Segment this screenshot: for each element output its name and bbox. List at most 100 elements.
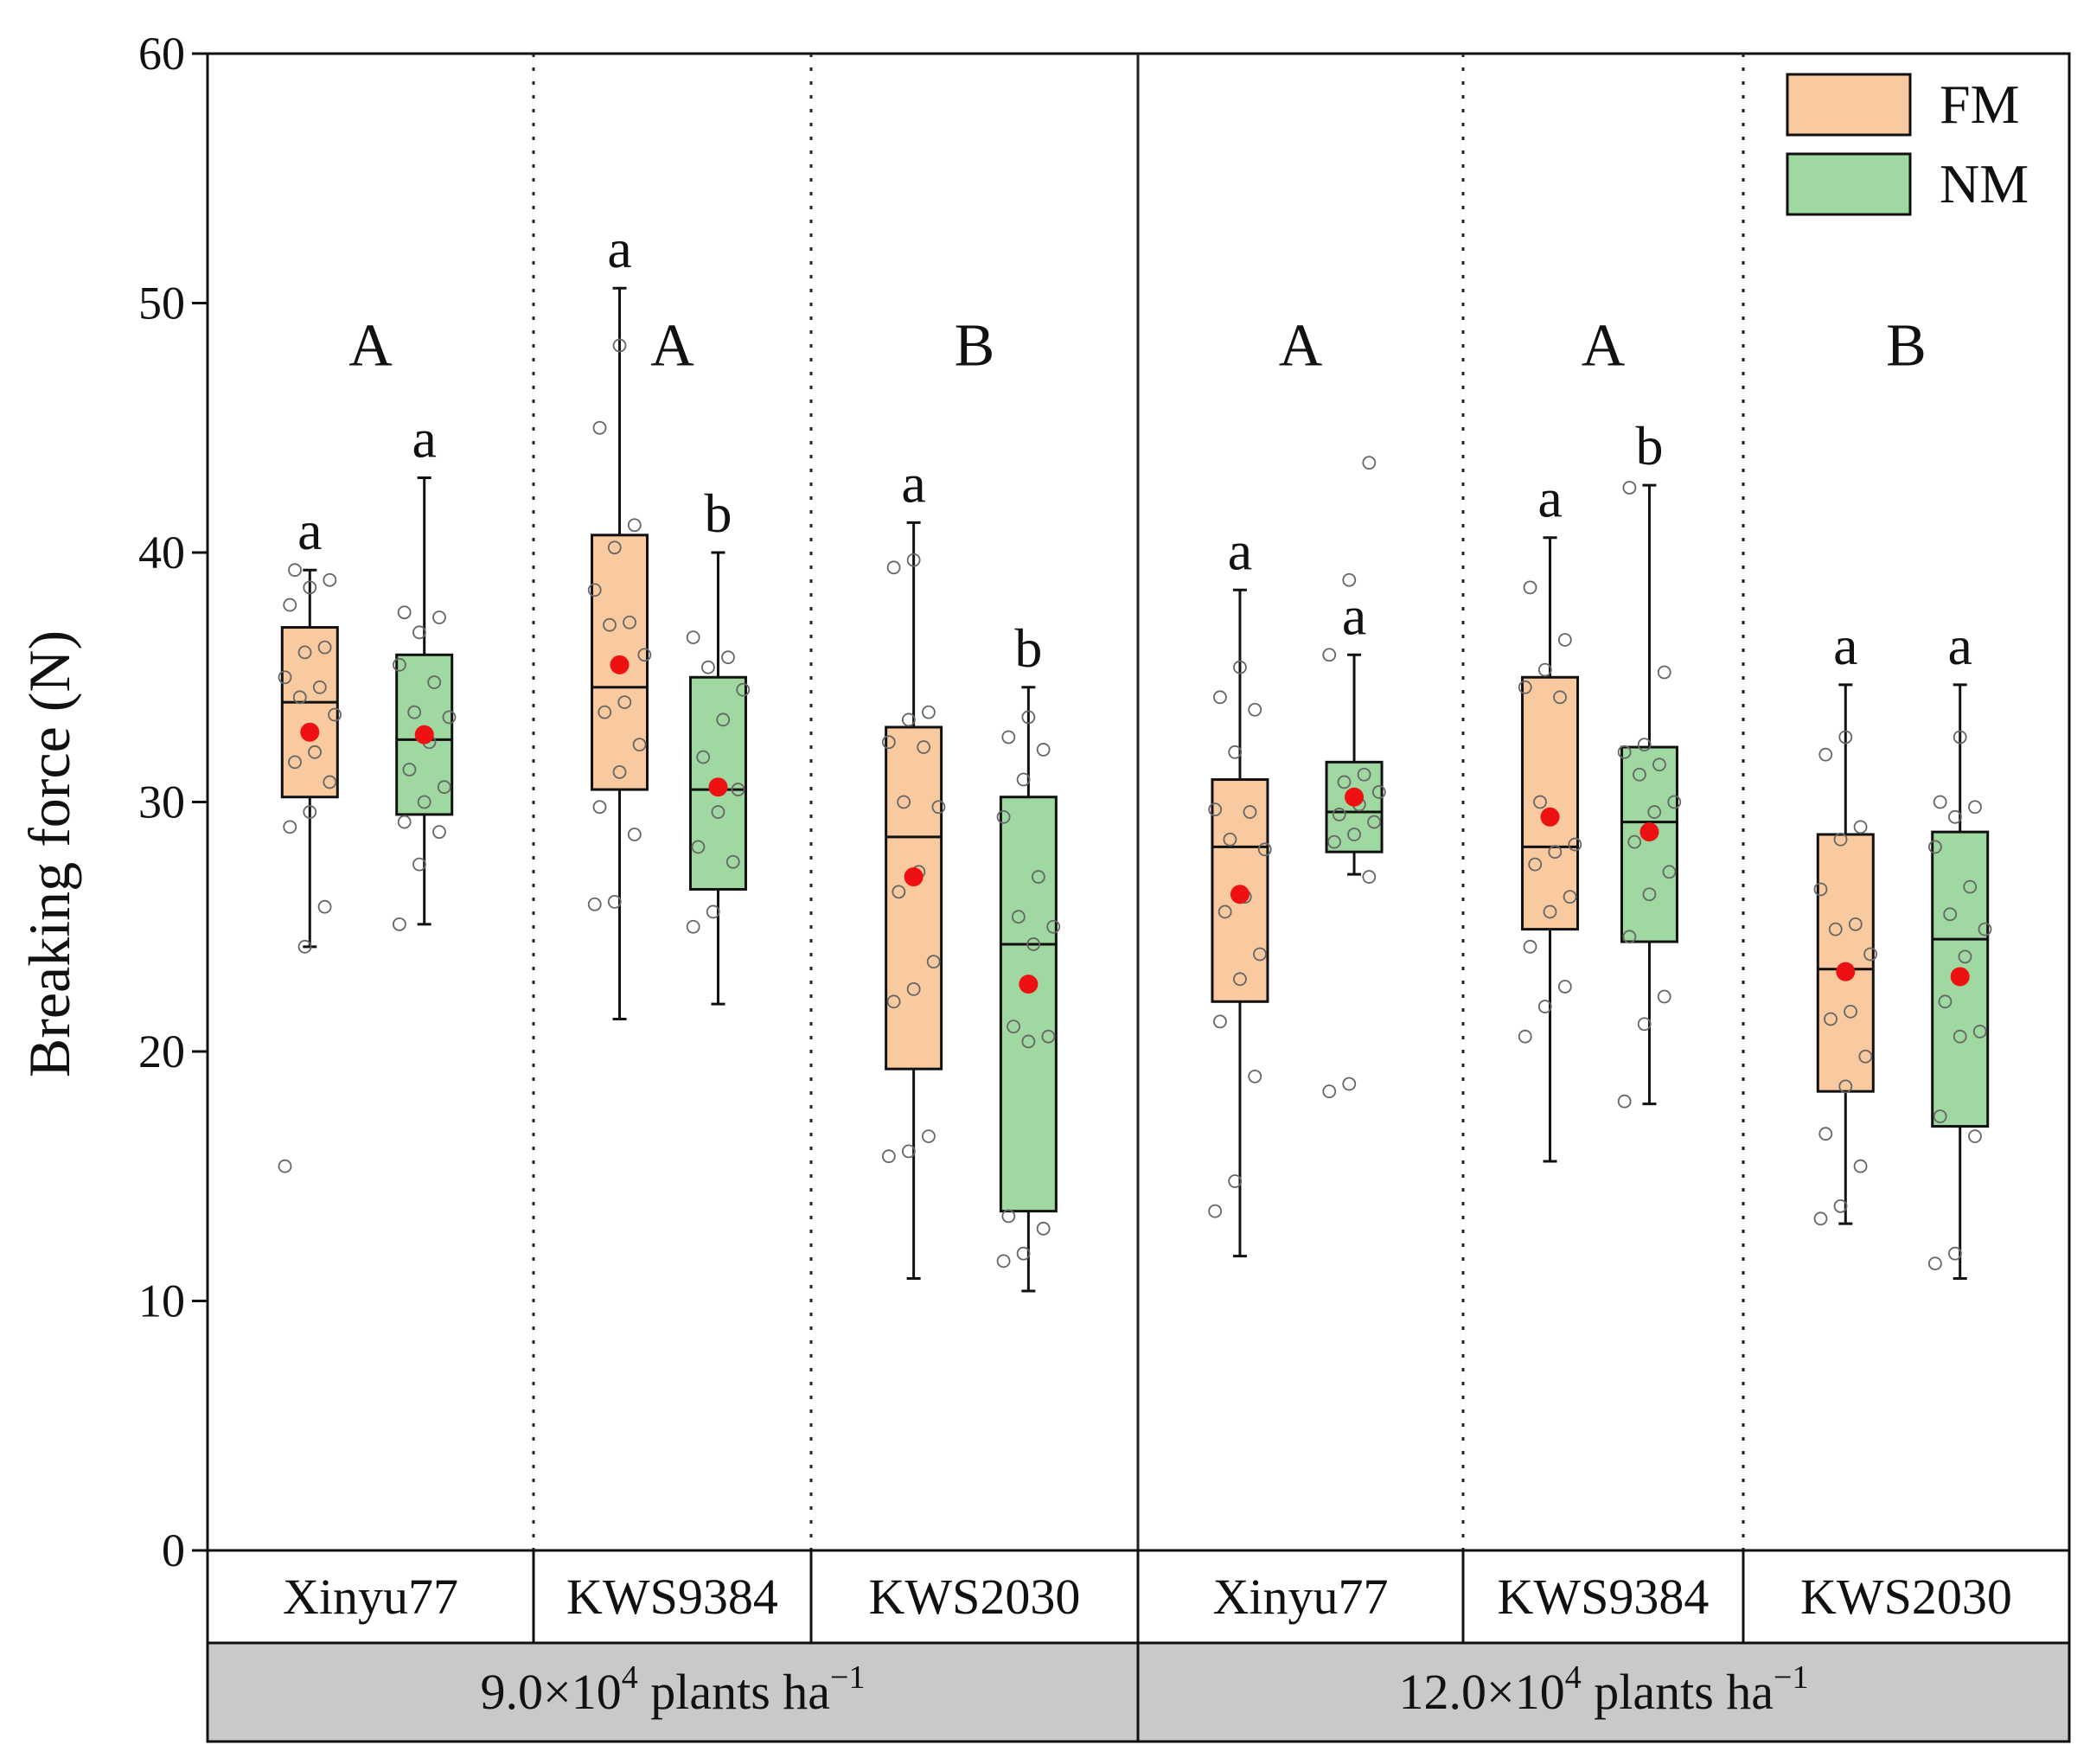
data-point (706, 904, 720, 919)
data-point (297, 939, 312, 954)
box-significance-letter: a (1833, 615, 1857, 676)
y-axis-label: Breaking force (N) (16, 630, 82, 1077)
data-point (1337, 775, 1352, 789)
category-axis: 9.0×104 plants ha−1 Xinyu77 KWS9384 KWS2030… (206, 1549, 2071, 1743)
data-point (901, 713, 916, 727)
data-point (736, 682, 751, 697)
data-point (1228, 745, 1243, 759)
data-point (323, 572, 337, 587)
group-significance-letter: A (348, 313, 393, 380)
data-point (312, 680, 327, 694)
density-label: 12.0×104 plants ha−1 (1399, 1659, 1809, 1720)
data-point (278, 670, 292, 685)
box-fm (280, 626, 339, 799)
data-point (1011, 910, 1026, 924)
data-point (1036, 743, 1051, 757)
data-point (686, 919, 700, 934)
data-point (402, 763, 417, 777)
data-point (612, 764, 627, 779)
data-point (587, 897, 602, 911)
data-point (1853, 1159, 1868, 1173)
legend: FM NM (1786, 73, 2029, 216)
legend-swatch-fm (1786, 73, 1912, 137)
data-point (407, 705, 422, 719)
data-point (701, 660, 715, 674)
data-point (1362, 456, 1377, 470)
data-point (617, 695, 632, 709)
data-point (1657, 665, 1671, 680)
group-significance-letter: B (1886, 313, 1927, 380)
density-label: 9.0×104 plants ha−1 (481, 1659, 866, 1720)
box-significance-letter: a (1537, 468, 1562, 529)
data-point (1858, 1049, 1873, 1064)
data-point (881, 735, 896, 750)
box-fm (885, 725, 943, 1071)
data-point (288, 563, 302, 578)
axes: 0 10 20 30 40 50 60 Breaking force (N) (16, 28, 2071, 1576)
mean-marker (414, 725, 434, 745)
data-point (592, 420, 607, 435)
mean-marker (1639, 822, 1659, 842)
data-point (1001, 730, 1016, 745)
data-point (607, 895, 622, 909)
data-point (297, 645, 312, 660)
mean-marker (1950, 967, 1970, 987)
data-point (1622, 481, 1637, 495)
data-point (393, 917, 406, 931)
data-point (1208, 1204, 1223, 1218)
data-point (397, 605, 412, 620)
data-point (417, 795, 431, 809)
data-point (1953, 730, 1967, 745)
group-significance-letter: A (650, 313, 694, 380)
data-point (1342, 1077, 1357, 1091)
data-point (1213, 690, 1227, 705)
box-significance-letter: b (1014, 617, 1042, 679)
box-significance-letter: b (704, 483, 732, 544)
data-point (1347, 828, 1361, 841)
data-point (1218, 904, 1232, 919)
data-point (1818, 1127, 1833, 1141)
data-point (1933, 1109, 1947, 1123)
y-tick-label: 40 (138, 527, 185, 578)
data-point (1637, 738, 1652, 752)
data-point (1046, 919, 1061, 934)
data-point (1322, 648, 1337, 662)
data-point (1228, 1174, 1243, 1188)
data-point (1622, 930, 1637, 944)
group-significance-letter: A (1279, 313, 1323, 380)
data-point (1357, 767, 1371, 782)
y-tick-label: 10 (138, 1275, 185, 1327)
cultivar-label: KWS2030 (1800, 1569, 2012, 1625)
y-tick-label: 0 (162, 1524, 185, 1576)
data-point (906, 981, 921, 996)
data-point (627, 518, 642, 533)
mean-marker (904, 867, 924, 887)
data-point (1828, 922, 1843, 936)
data-point (1021, 710, 1036, 725)
data-point (1627, 834, 1642, 849)
data-point (1026, 937, 1041, 951)
data-point (283, 820, 297, 834)
data-point (317, 899, 332, 914)
data-point (1563, 890, 1577, 904)
data-point (1667, 795, 1682, 809)
mean-marker (1230, 885, 1250, 904)
data-point (1031, 870, 1045, 884)
data-point (1972, 1025, 1987, 1039)
data-point (1016, 772, 1031, 787)
data-point (1537, 1000, 1552, 1013)
legend-label: FM (1940, 74, 2020, 135)
data-point (1322, 1084, 1337, 1099)
data-point (1818, 747, 1833, 762)
data-point (1953, 1029, 1967, 1044)
data-point (412, 625, 426, 640)
mean-marker (1836, 962, 1856, 981)
data-point (721, 650, 735, 665)
box-fm (1521, 675, 1580, 931)
data-point (612, 338, 627, 353)
data-point (623, 615, 636, 630)
box-nm (1620, 745, 1678, 943)
data-point (442, 710, 457, 725)
data-point (598, 705, 612, 719)
data-point (1367, 815, 1381, 829)
